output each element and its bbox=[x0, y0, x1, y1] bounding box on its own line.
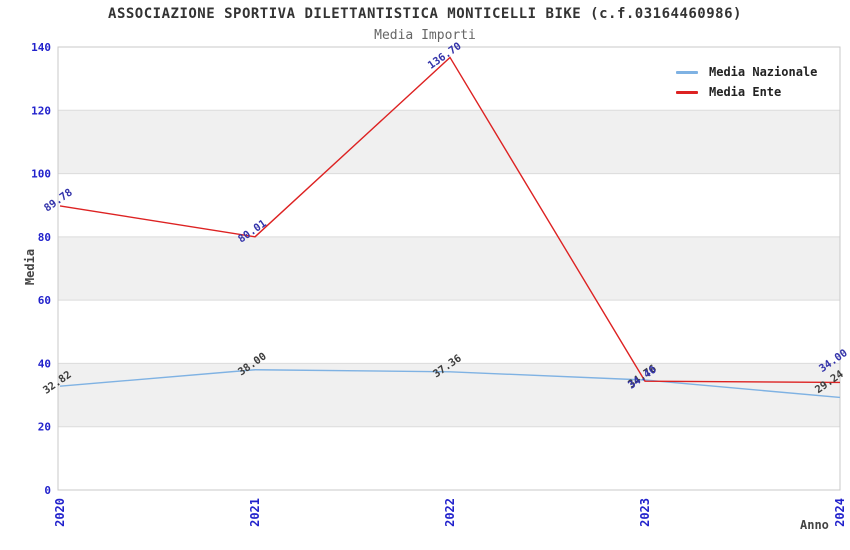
y-axis-title: Media bbox=[23, 248, 37, 286]
x-tick-label: 2023 bbox=[638, 498, 652, 527]
x-axis-title: Anno bbox=[800, 518, 829, 532]
y-tick-label: 120 bbox=[31, 104, 51, 117]
point-value-label: 136.70 bbox=[426, 40, 464, 72]
y-tick-label: 80 bbox=[38, 231, 51, 244]
x-tick-label: 2024 bbox=[833, 498, 847, 527]
plot-shade-band bbox=[58, 363, 840, 427]
y-tick-label: 140 bbox=[31, 41, 51, 54]
ente-line-swatch bbox=[676, 90, 698, 94]
y-tick-label: 100 bbox=[31, 168, 51, 181]
legend-item-media-nazionale: Media Nazionale bbox=[676, 62, 817, 82]
y-tick-label: 40 bbox=[38, 357, 51, 370]
y-tick-label: 0 bbox=[44, 484, 51, 497]
plot-shade-band bbox=[58, 110, 840, 174]
plot-border bbox=[57, 46, 841, 491]
x-tick-label: 2022 bbox=[443, 498, 457, 527]
plot-shade-band bbox=[58, 236, 840, 301]
legend: Media Nazionale Media Ente bbox=[676, 62, 817, 102]
y-tick-label: 60 bbox=[38, 294, 51, 307]
legend-label-media-ente: Media Ente bbox=[709, 85, 782, 99]
y-tick-label: 20 bbox=[38, 421, 51, 434]
chart-title: ASSOCIAZIONE SPORTIVA DILETTANTISTICA MO… bbox=[108, 6, 742, 22]
series-line-media-ente bbox=[59, 56, 841, 384]
x-tick-label: 2021 bbox=[248, 498, 262, 527]
legend-item-media-ente: Media Ente bbox=[676, 82, 817, 102]
series-line-media-nazionale bbox=[59, 369, 841, 399]
chart-subtitle: Media Importi bbox=[374, 28, 476, 43]
x-tick-label: 2020 bbox=[53, 498, 67, 527]
legend-label-media-nazionale: Media Nazionale bbox=[709, 65, 818, 79]
nazionale-line-swatch bbox=[676, 70, 698, 74]
